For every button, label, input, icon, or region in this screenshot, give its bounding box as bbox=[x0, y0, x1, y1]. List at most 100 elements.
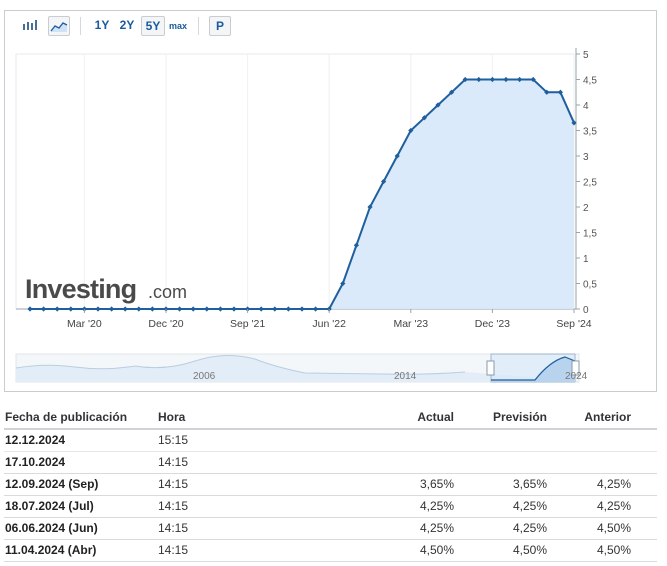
data-point bbox=[299, 306, 305, 312]
cell-date: 17.10.2024 bbox=[5, 455, 66, 469]
navigator-left-handle[interactable] bbox=[486, 360, 495, 376]
data-point bbox=[54, 306, 60, 312]
cell-forecast: 4,25% bbox=[512, 499, 547, 513]
data-point bbox=[394, 153, 400, 159]
cell-actual: 4,50% bbox=[419, 543, 454, 557]
y-tick-label: 1 bbox=[583, 254, 589, 265]
series-points bbox=[27, 76, 577, 312]
x-tick-label: Dec '23 bbox=[475, 318, 510, 330]
data-point bbox=[68, 306, 74, 312]
header-date: Fecha de publicación bbox=[5, 410, 128, 424]
logo-suffix: .com bbox=[148, 282, 187, 302]
cell-actual: 4,25% bbox=[419, 499, 454, 513]
data-point bbox=[149, 306, 155, 312]
range-max-button[interactable]: max bbox=[168, 21, 187, 31]
data-point bbox=[231, 306, 237, 312]
area-chart-icon[interactable] bbox=[48, 16, 70, 36]
cell-forecast: 4,25% bbox=[512, 521, 547, 535]
data-point bbox=[353, 242, 359, 248]
cell-forecast: 3,65% bbox=[512, 477, 547, 491]
cell-previous: 4,25% bbox=[596, 499, 631, 513]
cell-date: 12.12.2024 bbox=[5, 433, 66, 447]
header-forecast: Previsión bbox=[492, 410, 547, 424]
x-tick-label: Sep '24 bbox=[556, 318, 591, 330]
header-actual: Actual bbox=[417, 410, 454, 424]
x-axis-ticks: Mar '20 Dec '20 Sep '21 Jun '22 Mar '23 Dec '… bbox=[67, 309, 592, 330]
cell-date: 18.07.2024 (Jul) bbox=[5, 499, 94, 513]
table-body: 12.12.2024 15:15 17.10.2024 14:15 12.09.2024… bbox=[4, 430, 657, 562]
series-area-fill bbox=[30, 79, 574, 309]
y-tick-label: 2 bbox=[583, 203, 589, 214]
y-tick-label: 4,5 bbox=[583, 76, 597, 87]
data-point bbox=[217, 306, 223, 312]
investing-logo: Investing .com bbox=[25, 274, 187, 304]
y-tick-label: 0,5 bbox=[583, 280, 597, 291]
cell-time: 14:15 bbox=[158, 455, 189, 469]
cell-date: 12.09.2024 (Sep) bbox=[5, 477, 99, 491]
data-point bbox=[136, 306, 142, 312]
data-point bbox=[109, 306, 115, 312]
data-point bbox=[190, 306, 196, 312]
navigator-label: 2014 bbox=[394, 371, 417, 382]
data-point bbox=[27, 306, 33, 312]
data-point bbox=[340, 280, 346, 287]
cell-previous: 4,50% bbox=[596, 521, 631, 535]
data-point bbox=[285, 306, 291, 312]
data-point bbox=[489, 76, 495, 83]
x-tick-label: Mar '23 bbox=[393, 318, 428, 330]
toolbar-divider bbox=[80, 17, 81, 35]
data-point bbox=[571, 120, 577, 126]
navigator-label: 2006 bbox=[193, 371, 216, 382]
logo-text: Investing bbox=[25, 274, 136, 304]
x-tick-label: Dec '20 bbox=[148, 318, 183, 330]
range-1y-button[interactable]: 1Y bbox=[94, 18, 110, 32]
cell-time: 15:15 bbox=[158, 433, 189, 447]
y-tick-label: 1,5 bbox=[583, 229, 597, 240]
cell-actual: 3,65% bbox=[419, 477, 454, 491]
data-point bbox=[95, 306, 101, 312]
table-row: 18.07.2024 (Jul) 14:15 4,25% 4,25% 4,25% bbox=[4, 496, 657, 518]
chart-toolbar: 1Y 2Y 5Y max P bbox=[5, 11, 656, 41]
cell-previous: 4,50% bbox=[596, 543, 631, 557]
y-tick-label: 2,5 bbox=[583, 178, 597, 189]
range-2y-button[interactable]: 2Y bbox=[119, 18, 135, 32]
data-point bbox=[258, 306, 264, 312]
data-point bbox=[435, 102, 441, 108]
data-point bbox=[122, 306, 128, 312]
cell-date: 06.06.2024 (Jun) bbox=[5, 521, 98, 535]
data-point bbox=[177, 306, 183, 312]
chart-area: 0 0,5 1 1,5 2 2,5 3 3,5 4 4,5 5 Mar '20 Dec '20 Sep … bbox=[15, 48, 597, 383]
table-header: Fecha de publicación Hora Actual Previsi… bbox=[4, 404, 657, 430]
data-point bbox=[381, 178, 387, 185]
cell-time: 14:15 bbox=[158, 543, 189, 557]
bar-chart-icon[interactable] bbox=[19, 16, 41, 36]
y-tick-label: 3 bbox=[583, 152, 589, 163]
range-5y-button[interactable]: 5Y bbox=[141, 16, 165, 36]
x-tick-label: Sep '21 bbox=[230, 318, 265, 330]
range-navigator[interactable]: 2006 2014 2024 bbox=[15, 353, 588, 383]
table-row: 11.04.2024 (Abr) 14:15 4,50% 4,50% 4,50% bbox=[4, 540, 657, 562]
cell-actual: 4,25% bbox=[419, 521, 454, 535]
table-row: 12.09.2024 (Sep) 14:15 3,65% 3,65% 4,25% bbox=[4, 474, 657, 496]
data-point bbox=[449, 89, 455, 95]
table-row: 17.10.2024 14:15 bbox=[4, 452, 657, 474]
data-point bbox=[41, 306, 47, 312]
y-axis-ticks: 0 0,5 1 1,5 2 2,5 3 3,5 4 4,5 5 bbox=[576, 50, 597, 316]
table-row: 06.06.2024 (Jun) 14:15 4,25% 4,25% 4,50% bbox=[4, 518, 657, 540]
navigator-right-handle[interactable] bbox=[571, 360, 580, 376]
y-tick-label: 5 bbox=[583, 50, 589, 61]
y-tick-label: 0 bbox=[583, 305, 589, 316]
data-point bbox=[421, 115, 427, 121]
data-point bbox=[272, 306, 278, 312]
cell-forecast: 4,50% bbox=[512, 543, 547, 557]
cell-time: 14:15 bbox=[158, 521, 189, 535]
data-point bbox=[313, 306, 319, 312]
print-button[interactable]: P bbox=[209, 16, 231, 36]
header-time: Hora bbox=[158, 410, 186, 424]
cell-previous: 4,25% bbox=[596, 477, 631, 491]
cell-time: 14:15 bbox=[158, 477, 189, 491]
cell-date: 11.04.2024 (Abr) bbox=[5, 543, 97, 557]
navigator-label: 2024 bbox=[565, 371, 588, 382]
data-point bbox=[204, 306, 210, 312]
table-row: 12.12.2024 15:15 bbox=[4, 430, 657, 452]
